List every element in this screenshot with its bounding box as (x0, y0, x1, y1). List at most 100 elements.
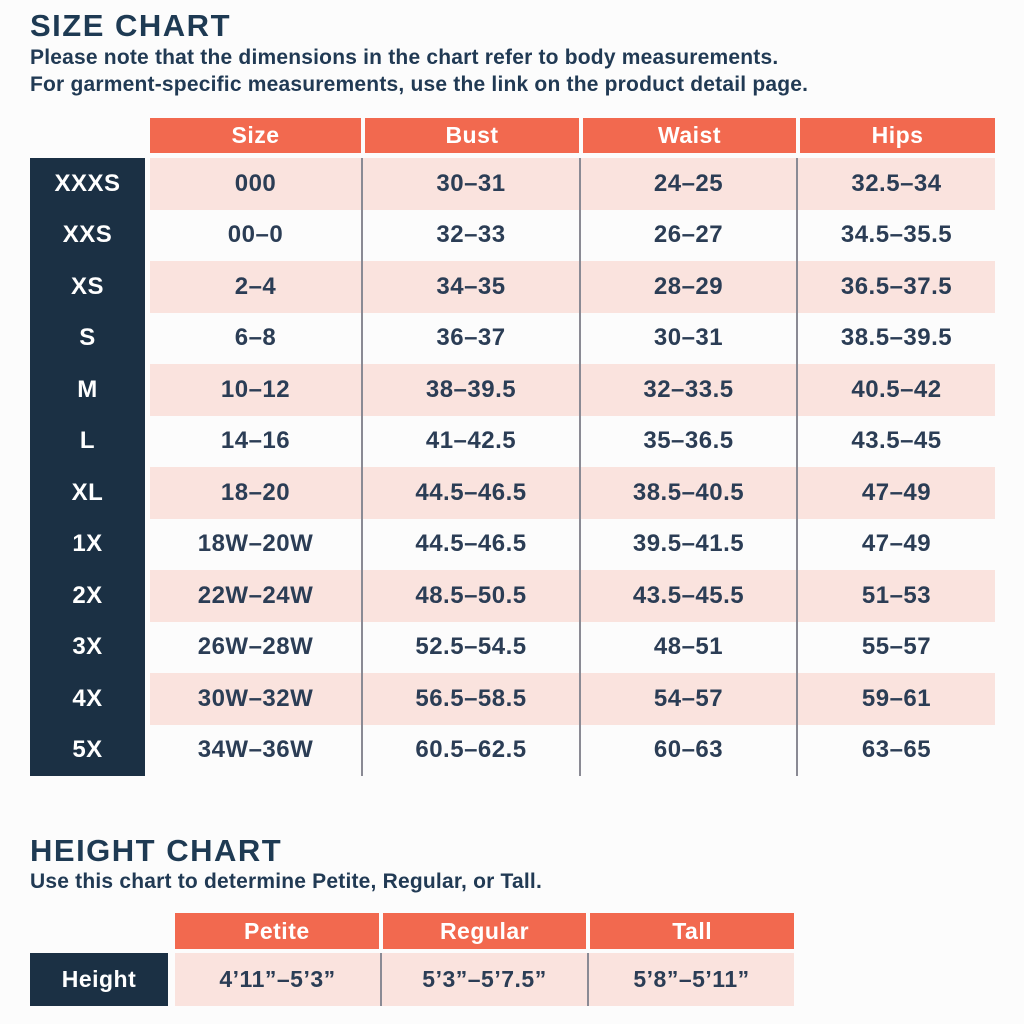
height-cells: 4’11”–5’3” 5’3”–5’7.5” 5’8”–5’11” (175, 953, 794, 1006)
cell-size: 26W–28W (197, 633, 314, 661)
table-row: 4X 30W–32W 56.5–58.5 54–57 59–61 (30, 673, 995, 725)
row-cells: 14–16 41–42.5 35–36.5 43.5–45 (150, 415, 995, 467)
size-table-body: XXXS 000 30–31 24–25 32.5–34 XXS 00–0 32–33 26–2… (30, 158, 995, 776)
row-cells: 10–12 38–39.5 32–33.5 40.5–42 (150, 364, 995, 416)
cell-bust: 44.5–46.5 (361, 518, 579, 570)
height-table: Petite Regular Tall Height 4’11”–5’3” 5’… (30, 913, 795, 1006)
row-label: XXXS (30, 158, 145, 210)
cell-waist: 43.5–45.5 (579, 570, 796, 622)
row-label: S (30, 312, 145, 364)
cell-waist: 26–27 (579, 209, 796, 261)
row-label: 2X (30, 570, 145, 622)
cell-hips: 63–65 (796, 724, 995, 776)
cell-bust: 32–33 (361, 209, 579, 261)
row-cells: 30W–32W 56.5–58.5 54–57 59–61 (150, 673, 995, 725)
column-header-bust: Bust (361, 118, 579, 153)
row-label: M (30, 364, 145, 416)
height-chart-title: HEIGHT CHART (30, 833, 283, 868)
row-cells: 000 30–31 24–25 32.5–34 (150, 158, 995, 210)
row-label: L (30, 415, 145, 467)
cell-petite-height: 4’11”–5’3” (219, 966, 336, 992)
size-chart-title: SIZE CHART (30, 8, 231, 43)
cell-hips: 36.5–37.5 (796, 261, 995, 313)
row-cells: 2–4 34–35 28–29 36.5–37.5 (150, 261, 995, 313)
cell-size: 6–8 (234, 324, 277, 352)
row-cells: 6–8 36–37 30–31 38.5–39.5 (150, 312, 995, 364)
row-cells: 22W–24W 48.5–50.5 43.5–45.5 51–53 (150, 570, 995, 622)
row-label: XXS (30, 209, 145, 261)
cell-hips: 43.5–45 (796, 415, 995, 467)
table-row: XL 18–20 44.5–46.5 38.5–40.5 47–49 (30, 467, 995, 519)
table-row: 3X 26W–28W 52.5–54.5 48–51 55–57 (30, 621, 995, 673)
cell-size: 2–4 (234, 272, 277, 300)
row-label: XS (30, 261, 145, 313)
cell-bust: 30–31 (361, 158, 579, 210)
cell-bust: 38–39.5 (361, 364, 579, 416)
cell-tall-height: 5’8”–5’11” (587, 953, 794, 1006)
row-cells: 00–0 32–33 26–27 34.5–35.5 (150, 209, 995, 261)
row-label: 5X (30, 724, 145, 776)
size-table: Size Bust Waist Hips XXXS 000 30–31 24–25 32… (30, 118, 995, 776)
row-label: XL (30, 467, 145, 519)
cell-hips: 47–49 (796, 467, 995, 519)
cell-bust: 44.5–46.5 (361, 467, 579, 519)
table-row: 2X 22W–24W 48.5–50.5 43.5–45.5 51–53 (30, 570, 995, 622)
cell-size: 18W–20W (197, 530, 314, 558)
column-header-waist: Waist (579, 118, 796, 153)
table-row: 1X 18W–20W 44.5–46.5 39.5–41.5 47–49 (30, 518, 995, 570)
row-label: 1X (30, 518, 145, 570)
size-table-header: Size Bust Waist Hips (150, 118, 995, 153)
table-row: 5X 34W–36W 60.5–62.5 60–63 63–65 (30, 724, 995, 776)
table-row: L 14–16 41–42.5 35–36.5 43.5–45 (30, 415, 995, 467)
cell-size: 22W–24W (197, 581, 314, 609)
row-cells: 18–20 44.5–46.5 38.5–40.5 47–49 (150, 467, 995, 519)
row-label-height: Height (30, 953, 168, 1006)
size-chart-note-line1: Please note that the dimensions in the c… (30, 46, 779, 69)
cell-waist: 28–29 (579, 261, 796, 313)
cell-size: 00–0 (227, 221, 284, 249)
cell-size: 18–20 (220, 478, 291, 506)
table-row: XS 2–4 34–35 28–29 36.5–37.5 (30, 261, 995, 313)
cell-hips: 55–57 (796, 621, 995, 673)
row-cells: 18W–20W 44.5–46.5 39.5–41.5 47–49 (150, 518, 995, 570)
cell-bust: 36–37 (361, 312, 579, 364)
table-row: XXS 00–0 32–33 26–27 34.5–35.5 (30, 209, 995, 261)
cell-waist: 32–33.5 (579, 364, 796, 416)
cell-bust: 60.5–62.5 (361, 724, 579, 776)
cell-waist: 39.5–41.5 (579, 518, 796, 570)
cell-hips: 40.5–42 (796, 364, 995, 416)
cell-hips: 47–49 (796, 518, 995, 570)
row-label: 3X (30, 621, 145, 673)
cell-hips: 34.5–35.5 (796, 209, 995, 261)
cell-bust: 34–35 (361, 261, 579, 313)
cell-size: 30W–32W (197, 684, 314, 712)
table-row: XXXS 000 30–31 24–25 32.5–34 (30, 158, 995, 210)
column-header-size: Size (150, 118, 361, 153)
cell-waist: 54–57 (579, 673, 796, 725)
height-table-row: Height 4’11”–5’3” 5’3”–5’7.5” 5’8”–5’11” (30, 953, 794, 1006)
column-header-hips: Hips (796, 118, 995, 153)
table-row: S 6–8 36–37 30–31 38.5–39.5 (30, 312, 995, 364)
column-header-regular: Regular (378, 913, 587, 949)
row-cells: 26W–28W 52.5–54.5 48–51 55–57 (150, 621, 995, 673)
row-cells: 34W–36W 60.5–62.5 60–63 63–65 (150, 724, 995, 776)
cell-regular-height: 5’3”–5’7.5” (380, 953, 587, 1006)
cell-waist: 60–63 (579, 724, 796, 776)
cell-size: 34W–36W (197, 736, 314, 764)
cell-bust: 56.5–58.5 (361, 673, 579, 725)
cell-hips: 38.5–39.5 (796, 312, 995, 364)
column-header-tall: Tall (586, 913, 795, 949)
cell-waist: 48–51 (579, 621, 796, 673)
size-chart-note-line2: For garment-specific measurements, use t… (30, 73, 809, 96)
cell-bust: 48.5–50.5 (361, 570, 579, 622)
cell-bust: 52.5–54.5 (361, 621, 579, 673)
cell-hips: 51–53 (796, 570, 995, 622)
cell-hips: 59–61 (796, 673, 995, 725)
cell-size: 10–12 (220, 375, 291, 403)
cell-waist: 24–25 (579, 158, 796, 210)
height-table-header: Petite Regular Tall (175, 913, 795, 949)
height-chart-note: Use this chart to determine Petite, Regu… (30, 870, 543, 893)
cell-waist: 38.5–40.5 (579, 467, 796, 519)
cell-hips: 32.5–34 (796, 158, 995, 210)
column-header-petite: Petite (175, 913, 379, 949)
